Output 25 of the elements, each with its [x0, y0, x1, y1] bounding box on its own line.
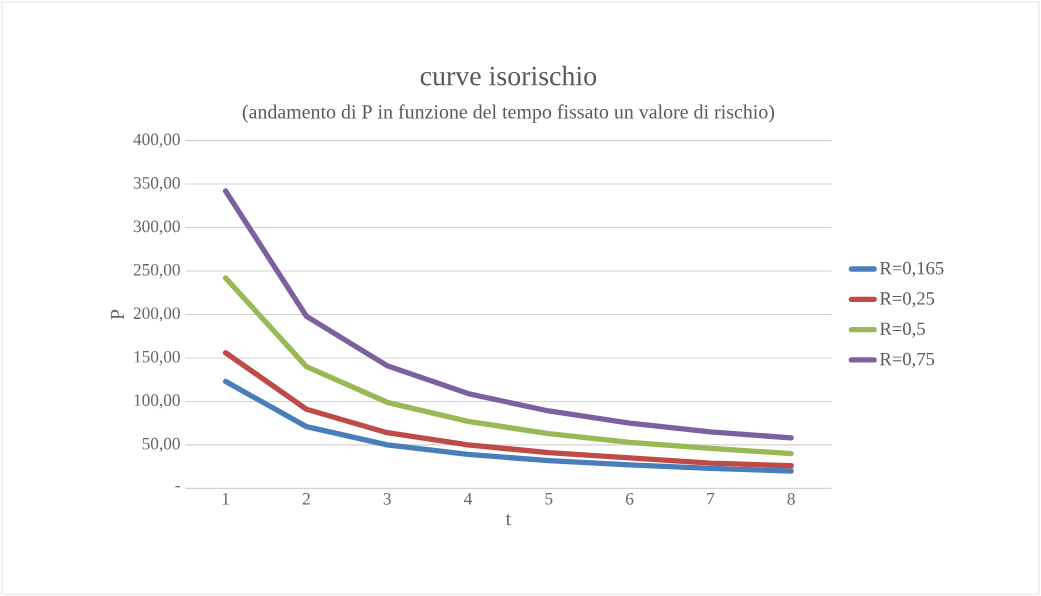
x-tick-label: 4 — [464, 493, 473, 505]
y-tick-label: 300,00 — [133, 220, 180, 235]
x-tick-label: 2 — [302, 493, 310, 505]
y-tick-label: 250,00 — [133, 263, 180, 279]
x-tick-label: 3 — [383, 493, 391, 505]
y-tick-label: - — [175, 485, 180, 488]
x-tick-label: 1 — [222, 493, 229, 505]
y-tick-label: 350,00 — [133, 176, 180, 192]
y-axis-title: P — [110, 309, 124, 320]
y-tick-label: 50,00 — [142, 437, 180, 452]
y-tick-label: 200,00 — [133, 307, 180, 322]
legend-label: R=0,75 — [879, 352, 935, 368]
x-axis-title: t — [505, 513, 512, 526]
x-tick-label: 8 — [787, 493, 795, 505]
x-tick-label: 7 — [707, 493, 715, 505]
legend-label: R=0,165 — [879, 261, 944, 278]
legend-label: R=0,5 — [879, 322, 925, 338]
y-tick-label: 150,00 — [134, 350, 180, 365]
y-tick-label: 400,00 — [133, 133, 180, 148]
x-tick-label: 6 — [626, 493, 634, 505]
chart-subtitle: (andamento di P in funzione del tempo fissato un valore di rischio) — [242, 104, 775, 123]
y-tick-label: 100,00 — [134, 394, 180, 409]
x-tick-label: 5 — [545, 493, 553, 505]
chart-title: curve isorischio — [420, 65, 597, 86]
legend-label: R=0,25 — [879, 292, 935, 308]
